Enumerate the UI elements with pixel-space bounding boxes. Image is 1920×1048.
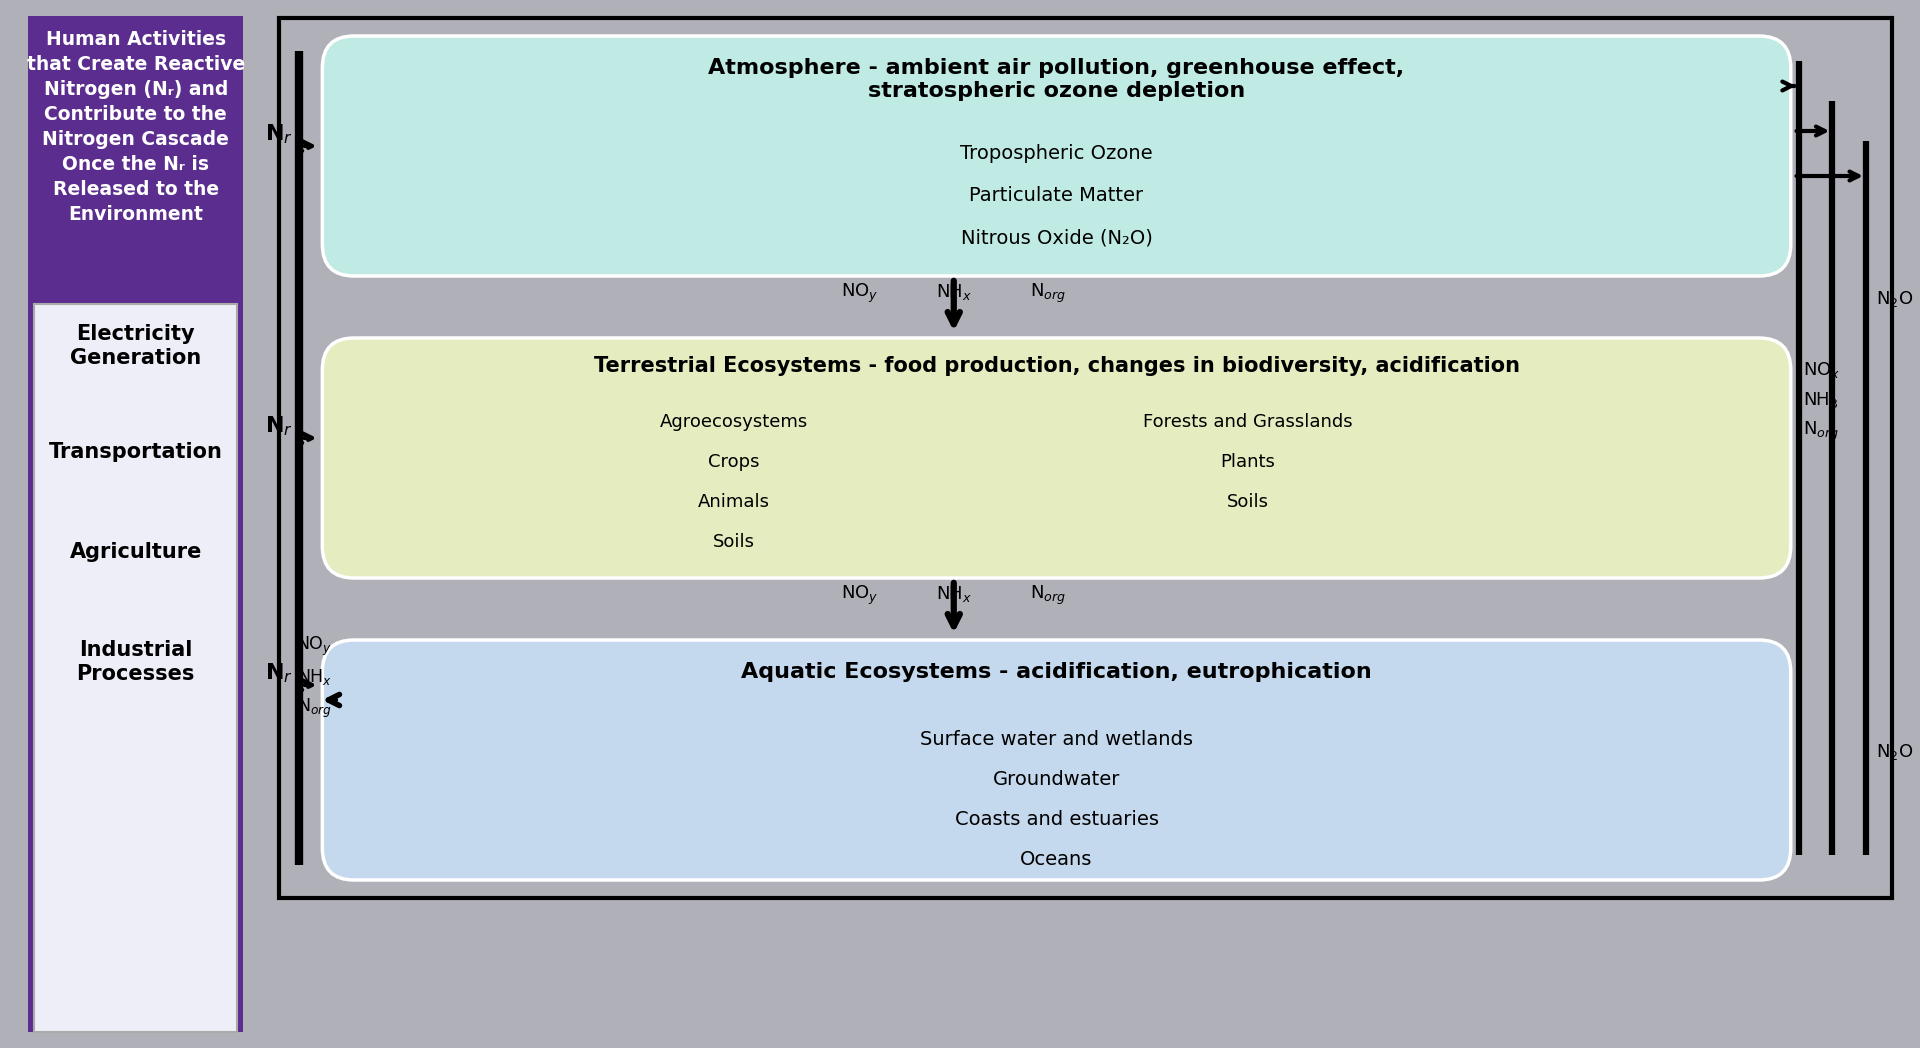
Text: N$_r$: N$_r$ (265, 414, 292, 438)
Text: N$_2$O: N$_2$O (1876, 742, 1912, 762)
Text: NO$_x$: NO$_x$ (1803, 361, 1839, 380)
Text: NH$_x$: NH$_x$ (935, 584, 972, 604)
Text: Forests and Grasslands: Forests and Grasslands (1142, 413, 1352, 431)
Text: Tropospheric Ozone: Tropospheric Ozone (960, 144, 1152, 163)
Text: NO$_y$: NO$_y$ (841, 282, 879, 305)
Bar (278, 18, 1893, 898)
Text: N$_r$: N$_r$ (265, 123, 292, 146)
Text: NH$_3$: NH$_3$ (1803, 390, 1837, 410)
Text: Agriculture: Agriculture (69, 542, 202, 562)
Text: Atmosphere - ambient air pollution, greenhouse effect,
stratospheric ozone deple: Atmosphere - ambient air pollution, gree… (708, 58, 1405, 102)
Text: Oceans: Oceans (1020, 850, 1092, 869)
FancyBboxPatch shape (323, 339, 1791, 578)
Text: N$_{org}$: N$_{org}$ (1029, 584, 1066, 607)
Text: Animals: Animals (697, 493, 770, 511)
Text: Transportation: Transportation (48, 442, 223, 462)
Text: Soils: Soils (1227, 493, 1269, 511)
Text: NO$_y$
NH$_x$
N$_{org}$: NO$_y$ NH$_x$ N$_{org}$ (296, 635, 332, 720)
Text: N$_r$: N$_r$ (265, 661, 292, 684)
Text: N$_{org}$: N$_{org}$ (1029, 282, 1066, 305)
Text: N$_{org}$: N$_{org}$ (1803, 420, 1839, 443)
Text: Coasts and estuaries: Coasts and estuaries (954, 810, 1158, 829)
Text: N$_2$O: N$_2$O (1876, 289, 1912, 309)
Text: Electricity
Generation: Electricity Generation (69, 325, 202, 368)
FancyBboxPatch shape (323, 640, 1791, 880)
Text: Soils: Soils (712, 533, 755, 551)
Text: Nitrous Oxide (N₂O): Nitrous Oxide (N₂O) (960, 228, 1152, 247)
Text: Groundwater: Groundwater (993, 770, 1119, 789)
Bar (35, 304, 238, 1032)
Text: Crops: Crops (708, 453, 758, 471)
Text: Agroecosystems: Agroecosystems (659, 413, 808, 431)
Text: NO$_y$: NO$_y$ (841, 584, 879, 607)
Bar (29, 16, 244, 1032)
Text: NH$_x$: NH$_x$ (935, 282, 972, 302)
Text: Human Activities
that Create Reactive
Nitrogen (Nᵣ) and
Contribute to the
Nitrog: Human Activities that Create Reactive Ni… (27, 30, 246, 224)
Text: Particulate Matter: Particulate Matter (970, 185, 1144, 205)
Text: Plants: Plants (1219, 453, 1275, 471)
Text: Aquatic Ecosystems - acidification, eutrophication: Aquatic Ecosystems - acidification, eutr… (741, 662, 1373, 682)
Text: Industrial
Processes: Industrial Processes (77, 640, 194, 683)
FancyBboxPatch shape (323, 36, 1791, 276)
Text: Terrestrial Ecosystems - food production, changes in biodiversity, acidification: Terrestrial Ecosystems - food production… (593, 356, 1519, 376)
Text: Surface water and wetlands: Surface water and wetlands (920, 730, 1192, 749)
